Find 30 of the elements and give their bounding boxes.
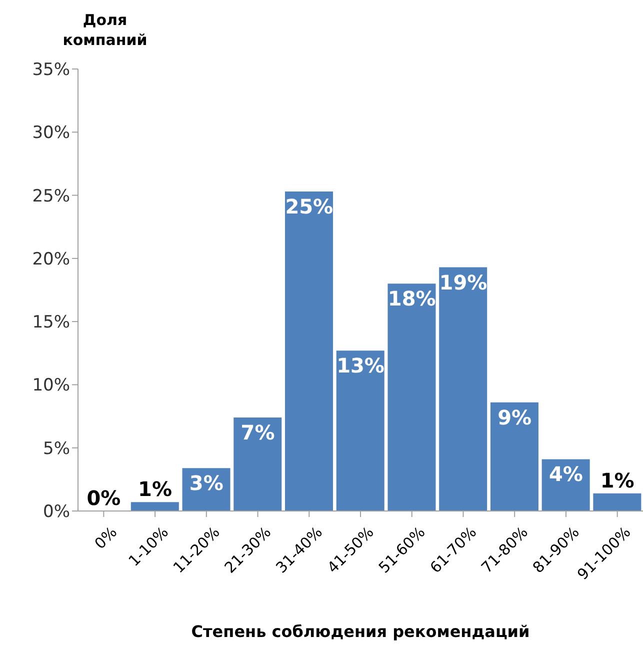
x-axis-title: Степень соблюдения рекомендаций xyxy=(190,622,531,641)
y-tick-label: 35% xyxy=(32,60,70,80)
y-tick-label: 20% xyxy=(32,249,70,270)
y-tick-label: 5% xyxy=(43,438,70,459)
data-label: 25% xyxy=(285,194,334,218)
y-tick-label: 25% xyxy=(32,186,70,206)
data-label: 7% xyxy=(240,420,275,445)
y-tick-label: 30% xyxy=(32,123,70,144)
bar xyxy=(284,191,333,511)
bar xyxy=(130,502,179,511)
data-label: 1% xyxy=(600,468,634,492)
data-label: 4% xyxy=(548,462,583,486)
y-axis-title: Доля компаний xyxy=(62,10,148,50)
data-label: 9% xyxy=(498,405,532,430)
data-label: 13% xyxy=(336,354,384,378)
bar xyxy=(234,418,282,511)
bar xyxy=(593,493,642,511)
data-label: 1% xyxy=(138,477,172,502)
bar xyxy=(388,284,436,511)
bar xyxy=(336,350,384,511)
data-label: 0% xyxy=(86,486,121,510)
y-tick-label: 0% xyxy=(43,502,70,522)
bar xyxy=(439,267,488,511)
data-label: 19% xyxy=(439,270,488,294)
bar xyxy=(490,402,538,511)
data-label: 3% xyxy=(189,471,224,496)
data-label: 18% xyxy=(388,286,436,311)
y-tick-label: 10% xyxy=(32,376,70,396)
x-tick-label: 0% xyxy=(90,523,121,553)
y-tick-label: 15% xyxy=(32,312,70,333)
